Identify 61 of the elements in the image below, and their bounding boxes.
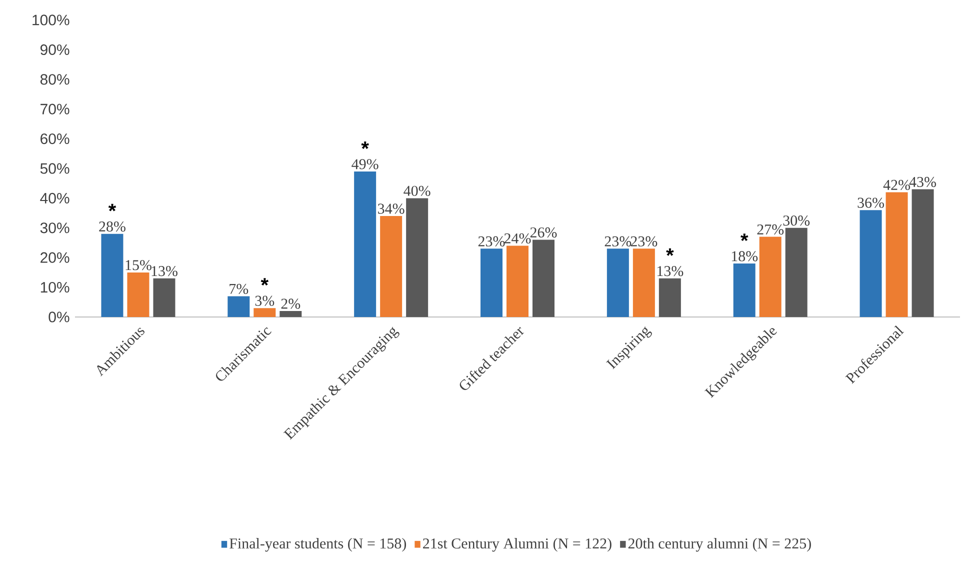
bar (380, 216, 402, 317)
data-label: 43% (909, 176, 936, 188)
y-tick-label: 60% (40, 133, 70, 144)
bar (480, 248, 503, 317)
y-tick-label: 0% (48, 312, 70, 322)
bar (280, 311, 302, 317)
bar (759, 236, 782, 317)
data-label: 23% (478, 236, 505, 246)
annotation: * (361, 142, 369, 149)
y-tick-label: 100% (32, 14, 70, 26)
annotation: * (260, 278, 269, 286)
data-label: 18% (732, 251, 758, 262)
bar (632, 248, 655, 317)
bar (254, 308, 276, 317)
bar (860, 210, 882, 317)
data-label: 49% (352, 159, 378, 170)
data-label: 7% (230, 284, 248, 294)
data-label: 27% (757, 224, 784, 235)
data-label: 40% (404, 186, 430, 196)
bar (228, 296, 250, 317)
data-label: 26% (530, 227, 557, 238)
legend-label: Final-year students (N = 158) (230, 538, 406, 552)
data-label: 36% (858, 198, 884, 208)
bar (101, 234, 124, 317)
annotation: * (740, 234, 748, 242)
y-tick-label: 90% (40, 44, 70, 55)
data-label: 13% (658, 266, 684, 276)
data-label: 23% (604, 236, 632, 246)
data-label: 28% (99, 221, 126, 232)
data-label: 3% (255, 296, 274, 306)
annotation: * (108, 204, 116, 212)
data-label: 15% (126, 260, 152, 270)
bar (886, 192, 908, 317)
legend-label: 20th century alumni (N = 225) (628, 538, 811, 552)
bar (506, 246, 529, 317)
y-tick-label: 80% (40, 74, 70, 85)
y-tick-label: 30% (40, 222, 70, 234)
legend-label: 21st Century Alumni (N = 122) (423, 538, 612, 552)
bar (733, 264, 756, 317)
y-tick-label: 20% (40, 252, 70, 263)
bar (153, 278, 176, 317)
bar (658, 278, 681, 317)
bar (127, 272, 150, 317)
data-label: 30% (783, 216, 810, 226)
bar (406, 198, 428, 317)
y-tick-label: 40% (40, 192, 70, 204)
data-label: 42% (883, 180, 910, 190)
bar (912, 189, 934, 317)
data-label: 13% (152, 266, 178, 276)
bar (606, 248, 629, 317)
bar (354, 171, 376, 317)
data-label: 23% (630, 236, 658, 246)
y-tick-label: 70% (40, 104, 70, 114)
y-tick-label: 10% (40, 282, 70, 293)
bar (532, 240, 555, 317)
annotation: * (666, 248, 674, 256)
data-label: 34% (378, 204, 404, 214)
y-tick-label: 50% (40, 163, 70, 174)
data-label: 2% (281, 298, 300, 309)
data-label: 24% (504, 233, 531, 244)
bar (785, 228, 808, 317)
